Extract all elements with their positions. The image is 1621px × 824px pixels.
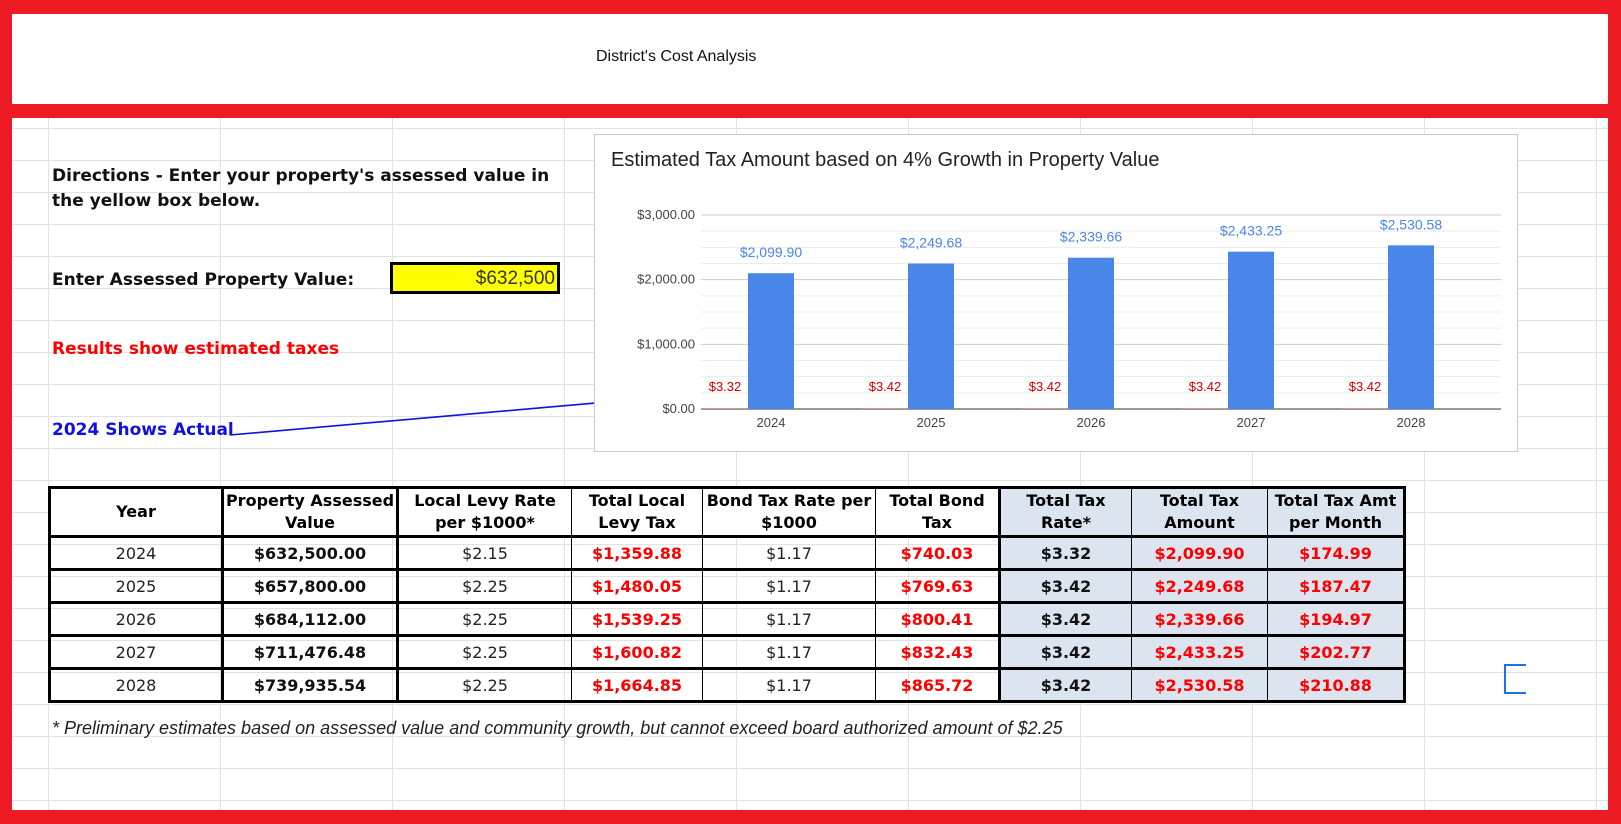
tax-chart[interactable]: Estimated Tax Amount based on 4% Growth … (594, 134, 1518, 452)
table-cell[interactable]: $739,935.54 (221, 668, 398, 702)
data-label-amount: $2,249.68 (900, 235, 962, 251)
table-cell[interactable]: $1,664.85 (571, 668, 703, 702)
bar-amount (1228, 251, 1274, 409)
bar-amount (908, 263, 954, 409)
bar-amount (748, 273, 794, 409)
data-label-rate: $3.42 (1029, 379, 1062, 394)
table-cell[interactable]: $2.15 (396, 536, 572, 570)
x-tick-label: 2024 (757, 415, 786, 430)
table-cell[interactable]: $684,112.00 (221, 602, 398, 636)
table-row: 2025 $657,800.00 $2.25 $1,480.05 $1.17 $769.6… (49, 569, 1405, 603)
table-row: 2026 $684,112.00 $2.25 $1,539.25 $1.17 $800.4… (49, 602, 1405, 636)
data-label-rate: $3.42 (869, 379, 902, 394)
table-cell[interactable]: 2027 (49, 635, 223, 669)
table-cell[interactable]: $3.42 (998, 602, 1132, 636)
table-cell[interactable]: $800.41 (875, 602, 1000, 636)
x-tick-label: 2026 (1077, 415, 1106, 430)
results-note: Results show estimated taxes (52, 339, 340, 359)
assessed-value-input[interactable]: $632,500 (390, 262, 560, 294)
table-cell[interactable]: $3.42 (998, 635, 1132, 669)
table-cell[interactable]: $832.43 (875, 635, 1000, 669)
assessed-value-label: Enter Assessed Property Value: (52, 270, 355, 290)
table-cell[interactable]: $2,099.90 (1131, 536, 1268, 570)
table-cell[interactable]: $2,339.66 (1131, 602, 1268, 636)
table-cell[interactable]: $2.25 (396, 602, 572, 636)
data-label-amount: $2,433.25 (1220, 223, 1282, 239)
table-cell[interactable]: $657,800.00 (221, 569, 398, 603)
table-cell[interactable]: $202.77 (1267, 635, 1405, 669)
table-cell[interactable]: $174.99 (1267, 536, 1405, 570)
y-tick-label: $3,000.00 (637, 207, 695, 222)
chart-plot: $0.00 $1,000.00 $2,000.00 $3,000.00 2024 $3.3… (637, 207, 1501, 430)
table-cell[interactable]: $1,600.82 (571, 635, 703, 669)
table-row: 2027 $711,476.48 $2.25 $1,600.82 $1.17 $832.4… (49, 635, 1405, 669)
selected-cell[interactable] (1504, 664, 1526, 694)
table-cell[interactable]: $2.25 (396, 635, 572, 669)
column-header: Local Levy Rate per $1000* (396, 487, 572, 537)
column-header: Total Tax Rate* (998, 487, 1132, 537)
directions-text: Directions - Enter your property's asses… (52, 166, 550, 211)
table-cell[interactable]: $865.72 (875, 668, 1000, 702)
table-cell[interactable]: 2026 (49, 602, 223, 636)
data-label-amount: $2,339.66 (1060, 229, 1122, 245)
title-panel (12, 14, 1608, 104)
column-header: Year (49, 487, 223, 537)
column-header: Total Local Levy Tax (571, 487, 703, 537)
table-cell[interactable]: 2025 (49, 569, 223, 603)
column-header: Total Bond Tax (875, 487, 1000, 537)
table-cell[interactable]: $2.25 (396, 668, 572, 702)
table-cell[interactable]: $632,500.00 (221, 536, 398, 570)
table-cell[interactable]: $769.63 (875, 569, 1000, 603)
y-tick-label: $2,000.00 (637, 272, 695, 287)
page-title: District's Cost Analysis (596, 48, 757, 65)
table-cell[interactable]: $2,530.58 (1131, 668, 1268, 702)
table-cell[interactable]: $1,539.25 (571, 602, 703, 636)
table-cell[interactable]: $1.17 (702, 569, 876, 603)
column-header: Total Tax Amt per Month (1267, 487, 1405, 537)
table-cell[interactable]: $2,249.68 (1131, 569, 1268, 603)
footnote: * Preliminary estimates based on assesse… (52, 718, 1063, 738)
y-tick-label: $0.00 (662, 401, 695, 416)
table-cell[interactable]: $3.42 (998, 668, 1132, 702)
column-header: Total Tax Amount (1131, 487, 1268, 537)
table-cell[interactable]: $740.03 (875, 536, 1000, 570)
data-label-rate: $3.32 (709, 379, 742, 394)
x-tick-label: 2027 (1237, 415, 1266, 430)
table-cell[interactable]: $3.32 (998, 536, 1132, 570)
table-cell[interactable]: $1.17 (702, 635, 876, 669)
actual-note: 2024 Shows Actual (52, 420, 234, 440)
table-row: 2024 $632,500.00 $2.15 $1,359.88 $1.17 $740.0… (49, 536, 1405, 570)
data-label-amount: $2,530.58 (1380, 216, 1442, 232)
table-cell[interactable]: $711,476.48 (221, 635, 398, 669)
table-cell[interactable]: $1,480.05 (571, 569, 703, 603)
table-cell[interactable]: 2024 (49, 536, 223, 570)
table-cell[interactable]: $187.47 (1267, 569, 1405, 603)
x-tick-label: 2025 (917, 415, 946, 430)
x-tick-label: 2028 (1397, 415, 1426, 430)
table-row: 2028 $739,935.54 $2.25 $1,664.85 $1.17 $865.7… (49, 668, 1405, 702)
y-tick-label: $1,000.00 (637, 336, 695, 351)
table-cell[interactable]: $2,433.25 (1131, 635, 1268, 669)
bar-amount (1068, 257, 1114, 409)
table-cell[interactable]: $1.17 (702, 668, 876, 702)
tax-table: Year Property Assessed Value Local Levy Ra… (48, 486, 1406, 703)
chart-title: Estimated Tax Amount based on 4% Growth … (611, 149, 1160, 171)
table-cell[interactable]: 2028 (49, 668, 223, 702)
column-header: Bond Tax Rate per $1000 (702, 487, 876, 537)
table-cell[interactable]: $1.17 (702, 536, 876, 570)
bar-amount (1388, 245, 1434, 409)
column-header: Property Assessed Value (221, 487, 398, 537)
table-cell[interactable]: $2.25 (396, 569, 572, 603)
data-label-amount: $2,099.90 (740, 244, 802, 260)
table-cell[interactable]: $3.42 (998, 569, 1132, 603)
table-cell[interactable]: $194.97 (1267, 602, 1405, 636)
table-cell[interactable]: $210.88 (1267, 668, 1405, 702)
table-cell[interactable]: $1.17 (702, 602, 876, 636)
data-label-rate: $3.42 (1189, 379, 1222, 394)
data-label-rate: $3.42 (1349, 379, 1382, 394)
table-cell[interactable]: $1,359.88 (571, 536, 703, 570)
